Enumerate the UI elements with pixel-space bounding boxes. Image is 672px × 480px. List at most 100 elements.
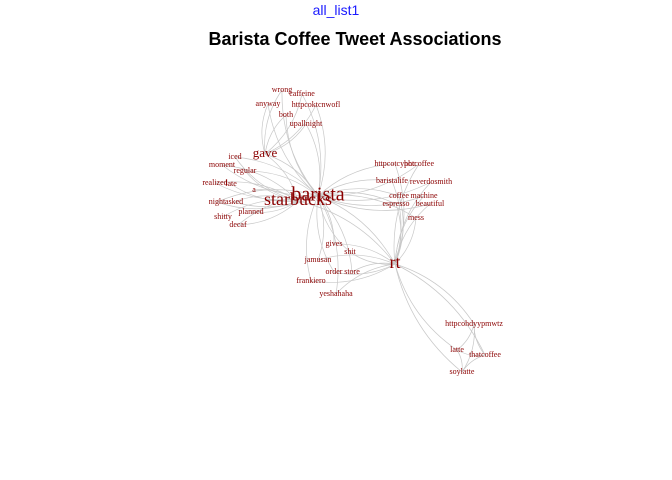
edge-httpcohdyypmwtz-latte	[456, 323, 475, 351]
node-label-yeshahaha: yeshahaha	[319, 289, 353, 298]
edge-thatcoffee-soylatte	[461, 354, 486, 373]
node-label-order: order	[326, 267, 343, 276]
edge-barista-reverdosmith	[317, 181, 432, 201]
edge-starbucks-decaf	[237, 200, 299, 226]
node-label-iced: iced	[228, 152, 241, 161]
edge-rt-yeshahaha	[335, 263, 396, 295]
edge-gave-anyway	[261, 103, 269, 155]
node-label-jamusan: jamusan	[304, 255, 332, 264]
node-label-httpcoktcnwofl: httpcoktcnwofl	[292, 100, 341, 109]
edge-barista-coffee	[317, 188, 400, 197]
node-label-shit: shit	[344, 247, 356, 256]
edge-barista-iced	[234, 156, 319, 197]
edge-rt-mess	[394, 217, 417, 265]
node-label-espresso: espresso	[382, 199, 409, 208]
node-label-machine: machine	[410, 191, 438, 200]
edge-rt-machine	[394, 195, 425, 265]
edge-barista-hotcoffee	[317, 163, 420, 197]
edge-barista-yeshahaha	[317, 195, 339, 295]
node-label-planned: planned	[238, 207, 263, 216]
edge-barista-decaf	[237, 195, 319, 226]
edge-rt-soylatte	[394, 263, 463, 373]
edge-rt-frankiero	[310, 263, 396, 283]
edge-rt-gives	[333, 243, 396, 265]
edge-layer	[214, 89, 486, 373]
node-label-upallnight: upallnight	[290, 119, 323, 128]
edge-barista-gave	[264, 153, 319, 197]
chart-title: Barista Coffee Tweet Associations	[208, 29, 502, 49]
node-label-frankiero: frankiero	[296, 276, 325, 285]
node-label-beautiful: beautiful	[416, 199, 445, 208]
edge-barista-night	[216, 189, 319, 203]
edge-rt-shit	[349, 251, 396, 265]
edge-gave-both	[264, 114, 287, 155]
node-label-realized: realized	[202, 178, 227, 187]
edge-rt-latte	[394, 263, 458, 351]
node-label-store: store	[344, 267, 360, 276]
edge-barista-httpcoteyphc	[317, 163, 396, 197]
edge-rt-jamusan	[317, 254, 396, 265]
edge-barista-frankiero	[306, 195, 319, 282]
edge-rt-httpcohdyypmwtz	[394, 263, 475, 325]
node-label-caffeine: caffeine	[289, 89, 315, 98]
node-label-anyway: anyway	[256, 99, 281, 108]
edge-starbucks-shitty	[222, 199, 299, 218]
edge-starbucks-asked	[233, 195, 299, 203]
edge-httpcohdyypmwtz-soylatte	[461, 323, 475, 373]
edge-rt-beautiful	[394, 203, 431, 265]
node-label-gave: gave	[253, 145, 278, 160]
edge-barista-store	[317, 195, 353, 273]
node-label-night: night	[209, 197, 226, 206]
node-label-wrong: wrong	[272, 85, 292, 94]
edge-rt-espresso	[394, 203, 402, 265]
node-label-shitty: shitty	[214, 212, 232, 221]
node-label-httpcohdyypmwtz: httpcohdyypmwtz	[445, 319, 503, 328]
node-label-moment: moment	[209, 160, 236, 169]
node-label-httpcoteyphc: httpcotcyphc	[374, 159, 416, 168]
edge-rt-order	[333, 263, 396, 275]
edge-barista-jamusan	[317, 195, 325, 261]
edge-starbucks-a	[253, 189, 299, 202]
node-label-hotcoffee: hotcoffee	[404, 159, 435, 168]
node-label-decaf: decaf	[229, 220, 247, 229]
node-label-mess: mess	[408, 213, 424, 222]
node-label-late: late	[225, 179, 237, 188]
edge-starbucks-planned	[250, 200, 299, 213]
node-label-soylatte: soylatte	[450, 367, 475, 376]
edge-gave-wrong	[264, 89, 283, 155]
node-label-reverdosmith: reverdosmith	[410, 177, 452, 186]
node-label-regular: regular	[234, 166, 257, 175]
node-label-both: both	[279, 110, 293, 119]
edge-barista-beautiful	[317, 195, 431, 211]
node-label-thatcoffee: thatcoffee	[469, 350, 501, 359]
edge-starbucks-night	[216, 200, 299, 210]
edge-barista-asked	[233, 195, 319, 208]
edge-barista-baristalife	[317, 179, 393, 197]
edge-barista-caffeine	[301, 93, 322, 197]
node-label-coffee: coffee	[389, 191, 409, 200]
edge-gave-httpcoktcnwofl	[264, 104, 317, 155]
edge-barista-shit	[317, 195, 351, 253]
edge-barista-gives	[317, 195, 335, 245]
tab-label: all_list1	[312, 2, 360, 18]
edge-barista-mess	[317, 194, 417, 219]
edge-latte-soylatte	[456, 349, 463, 373]
edge-gave-upallnight	[264, 123, 307, 155]
node-label-gives: gives	[326, 239, 343, 248]
node-label-a: a	[252, 185, 256, 194]
edge-barista-upallnight	[305, 123, 321, 197]
edge-barista-httpcoktcnwofl	[315, 104, 326, 197]
edge-rt-store	[351, 262, 396, 273]
edge-barista-both	[285, 114, 319, 197]
edge-barista-order	[316, 195, 335, 273]
node-label-rt: rt	[390, 252, 401, 272]
edge-barista-regular	[244, 170, 319, 197]
edge-starbucks-rt	[297, 200, 396, 265]
node-label-barista: barista	[291, 184, 344, 206]
edge-barista-machine	[317, 195, 425, 206]
edge-gave-caffeine	[264, 93, 303, 155]
edge-latte-thatcoffee	[456, 349, 486, 356]
edge-barista-espresso	[317, 192, 397, 205]
